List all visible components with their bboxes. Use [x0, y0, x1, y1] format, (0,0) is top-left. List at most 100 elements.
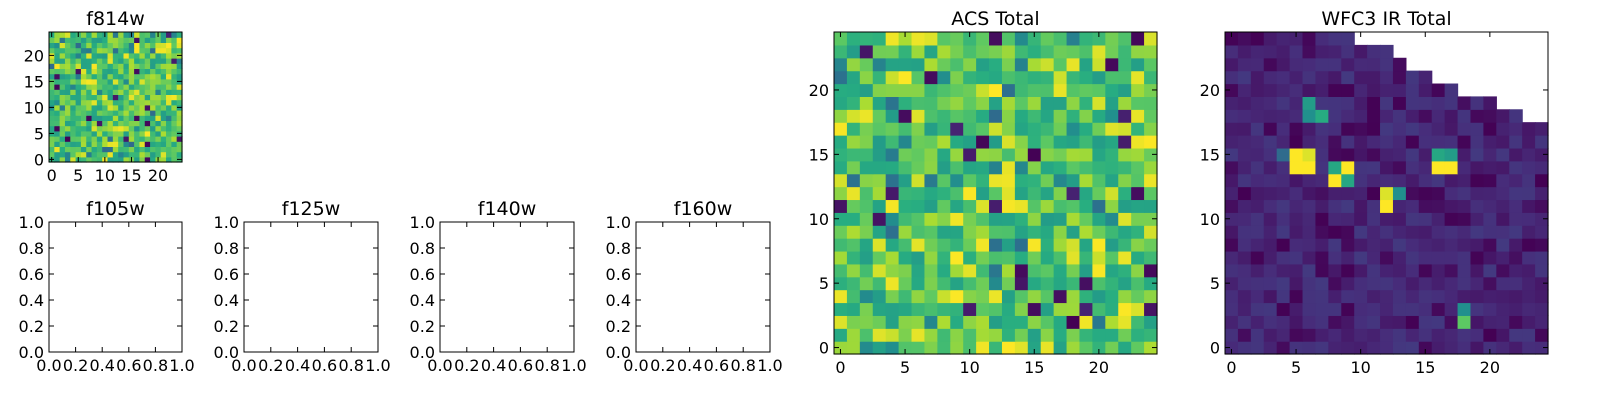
- heatmap-cell: [963, 57, 977, 72]
- heatmap-cell: [160, 99, 167, 106]
- heatmap-cell: [1341, 212, 1355, 226]
- heatmap-cell: [1522, 250, 1536, 265]
- y-tick-label: 0.0: [214, 343, 239, 362]
- heatmap-cell: [1315, 276, 1329, 291]
- heatmap-cell: [139, 78, 146, 85]
- heatmap-cell: [1237, 83, 1252, 97]
- heatmap-cell: [1027, 122, 1042, 136]
- heatmap-cell: [846, 109, 861, 123]
- wfc3_ir_total-title: WFC3 IR Total: [1321, 8, 1451, 30]
- heatmap-cell: [102, 130, 109, 137]
- heatmap-cell: [139, 110, 146, 116]
- heatmap-cell: [150, 63, 156, 69]
- heatmap-cell: [150, 146, 156, 153]
- heatmap-cell: [1237, 289, 1252, 304]
- heatmap-cell: [1040, 341, 1055, 355]
- heatmap-cell: [1418, 186, 1433, 201]
- heatmap-cell: [885, 83, 900, 97]
- heatmap-cell: [80, 110, 87, 116]
- heatmap-cell: [171, 141, 178, 147]
- heatmap-cell: [128, 146, 135, 153]
- heatmap-cell: [976, 212, 990, 226]
- heatmap-cell: [1328, 199, 1342, 213]
- heatmap-cell: [1225, 263, 1239, 278]
- heatmap-cell: [911, 83, 926, 97]
- heatmap-cell: [1509, 315, 1523, 329]
- heatmap-cell: [937, 225, 951, 239]
- heatmap-cell: [1237, 276, 1252, 291]
- heatmap-cell: [963, 44, 977, 59]
- heatmap-cell: [1380, 250, 1394, 265]
- heatmap-cell: [1470, 238, 1484, 252]
- heatmap-cell: [911, 302, 926, 316]
- heatmap-cell: [1315, 212, 1329, 226]
- heatmap-cell: [885, 212, 900, 226]
- heatmap-cell: [1380, 302, 1394, 316]
- heatmap-cell: [171, 115, 178, 121]
- heatmap-cell: [885, 44, 900, 59]
- heatmap-cell: [1380, 186, 1394, 201]
- heatmap-cell: [1509, 147, 1523, 162]
- heatmap-cell: [1263, 109, 1278, 123]
- heatmap-cell: [911, 276, 926, 291]
- heatmap-cell: [102, 110, 109, 116]
- heatmap-cell: [75, 104, 82, 111]
- heatmap-cell: [128, 125, 135, 132]
- heatmap-cell: [1483, 147, 1497, 162]
- y-tick-label: 0.4: [606, 291, 631, 310]
- x-tick-label: 5: [900, 358, 910, 377]
- heatmap-cell: [1237, 96, 1252, 110]
- heatmap-cell: [1405, 135, 1420, 149]
- heatmap-cell: [1225, 341, 1239, 355]
- heatmap-cell: [86, 99, 93, 106]
- heatmap-cell: [70, 58, 77, 64]
- heatmap-cell: [1066, 160, 1081, 175]
- heatmap-cell: [91, 32, 98, 38]
- heatmap-cell: [1302, 83, 1317, 97]
- heatmap-cell: [91, 58, 98, 64]
- heatmap-cell: [80, 68, 87, 75]
- heatmap-cell: [1131, 199, 1145, 213]
- heatmap-cell: [128, 73, 135, 80]
- heatmap-cell: [911, 328, 926, 342]
- heatmap-cell: [1131, 250, 1145, 265]
- heatmap-cell: [1027, 160, 1042, 175]
- heatmap-cell: [102, 146, 109, 153]
- heatmap-cell: [118, 58, 125, 64]
- heatmap-cell: [834, 186, 848, 201]
- heatmap-cell: [1040, 147, 1055, 162]
- y-tick-label: 0.4: [410, 291, 435, 310]
- heatmap-cell: [1367, 96, 1381, 110]
- heatmap-cell: [70, 125, 77, 132]
- heatmap-cell: [1302, 57, 1317, 72]
- heatmap-cell: [963, 315, 977, 329]
- heatmap-cell: [885, 147, 900, 162]
- heatmap-cell: [64, 32, 71, 38]
- heatmap-cell: [872, 109, 887, 123]
- heatmap-cell: [1118, 109, 1132, 123]
- heatmap-cell: [1040, 83, 1055, 97]
- heatmap-cell: [150, 104, 156, 111]
- heatmap-cell: [1380, 315, 1394, 329]
- heatmap-cell: [139, 151, 146, 158]
- heatmap-cell: [86, 47, 93, 54]
- heatmap-cell: [54, 104, 61, 111]
- heatmap-cell: [1250, 250, 1265, 265]
- heatmap-cell: [112, 110, 119, 116]
- heatmap-cell: [139, 99, 146, 106]
- heatmap-cell: [1250, 212, 1265, 226]
- heatmap-cell: [176, 136, 183, 142]
- heatmap-cell: [123, 156, 130, 163]
- heatmap-cell: [155, 63, 162, 69]
- heatmap-cell: [64, 136, 71, 142]
- heatmap-cell: [1470, 109, 1484, 123]
- heatmap-cell: [1118, 186, 1132, 201]
- heatmap-cell: [155, 68, 162, 75]
- y-tick-label: 1.0: [19, 213, 44, 232]
- heatmap-cell: [1027, 44, 1042, 59]
- heatmap-cell: [950, 44, 964, 59]
- heatmap-cell: [1040, 212, 1055, 226]
- heatmap-cell: [1315, 225, 1329, 239]
- heatmap-cell: [1315, 302, 1329, 316]
